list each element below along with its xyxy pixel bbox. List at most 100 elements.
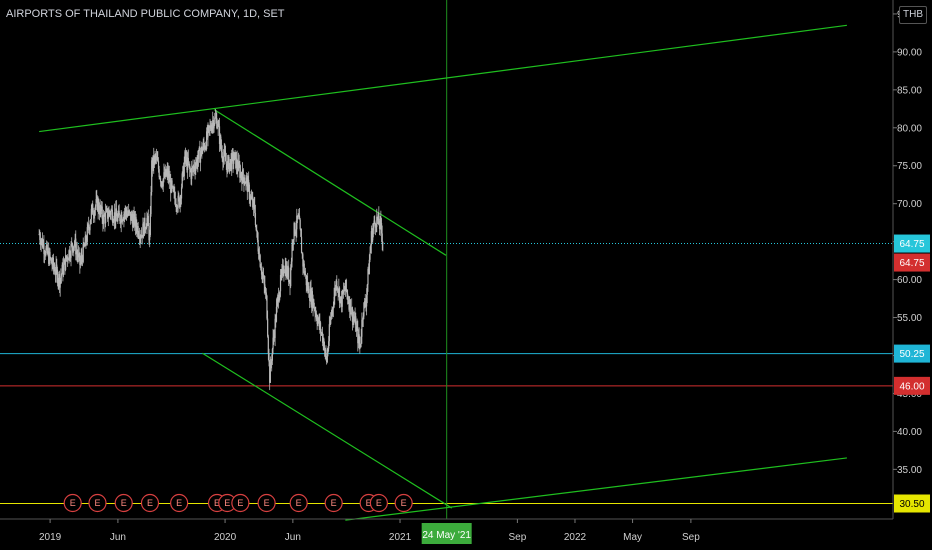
candle-body [291,244,293,262]
candle-body [307,281,309,291]
earnings-event-label: E [94,498,100,508]
currency-label[interactable]: THB [899,6,927,24]
candle-body [314,308,316,314]
candle-body [331,308,333,315]
candle-body [239,172,242,178]
x-tick-label: 2021 [389,532,412,543]
candle-body [231,153,233,170]
candle-body [342,290,345,294]
candle-body [353,316,355,319]
candle-body [74,238,76,244]
candle-body [67,259,69,261]
candle-body [135,217,137,227]
candle-body [234,152,236,154]
candle-body [41,238,44,248]
candle-body [243,183,246,185]
candle-body [206,131,208,138]
candle-body [349,299,351,310]
candle-body [371,231,373,241]
x-tick-label: Jun [285,532,301,543]
candle-body [368,259,370,275]
candle-body [322,339,324,343]
candle-body [294,223,296,235]
candle-body [80,255,82,262]
candle-body [311,291,313,309]
candle-body [195,159,198,165]
earnings-event-label: E [401,498,407,508]
candle-body [75,238,77,255]
candle-body [217,123,219,128]
candle-body [56,269,59,284]
earnings-event-label: E [70,498,76,508]
candle-body [242,169,244,178]
candle-body [318,317,320,327]
candle-body [256,231,259,240]
candle-body [147,215,149,219]
candle-body [351,307,353,314]
candle-body [281,265,284,269]
candle-body [369,252,371,260]
candle-body [119,221,122,224]
candle-body [176,207,179,209]
candle-body [175,205,177,207]
x-tick-label: Sep [508,532,526,543]
candle-body [297,214,299,219]
candle-body [368,268,370,275]
candle-body [94,209,96,216]
candle-body [342,290,344,294]
candle-body [285,265,287,278]
candle-body [216,127,219,129]
candle-body [254,213,257,226]
candle-body [296,215,299,219]
earnings-event-label: E [331,498,337,508]
candle-body [102,218,104,225]
candle-body [264,284,266,292]
candle-body [98,201,100,211]
candle-body [237,161,240,171]
candle-body [350,313,352,315]
candle-body [116,216,118,222]
candle-body [382,242,384,244]
candle-body [265,292,267,296]
candle-body [356,326,358,328]
candle-body [288,267,290,283]
candle-body [201,147,203,154]
falling-support-line [202,352,453,509]
candle-body [315,313,317,315]
candle-body [47,250,49,254]
candle-body [117,216,119,222]
y-tick-label: 85.00 [897,85,922,96]
candle-body [105,212,107,224]
candle-body [313,299,315,308]
x-tick-label: 2020 [214,532,237,543]
candle-body [164,169,166,178]
candle-body [361,319,363,337]
candle-body [362,316,364,320]
candle-body [263,277,265,285]
candle-body [110,210,112,215]
candle-body [310,288,312,305]
candle-body [142,223,144,238]
candle-body [153,155,155,165]
crosshair-date-tag [421,523,472,544]
candle-body [77,253,79,258]
candle-body [277,294,279,301]
candle-body [358,334,360,344]
candle-body [172,186,175,192]
candle-body [232,153,234,164]
candle-body [336,287,339,290]
candle-body [225,154,227,162]
candle-body [249,199,251,200]
candle-body [376,216,378,227]
candle-body [115,208,117,222]
x-tick-label: 2019 [39,532,62,543]
candle-body [76,250,78,254]
candle-body [157,161,160,170]
candle-body [251,198,253,200]
candle-body [86,241,88,243]
candle-body [54,273,57,275]
candle-body [353,318,356,322]
candle-body [192,166,194,169]
candle-body [326,353,328,363]
